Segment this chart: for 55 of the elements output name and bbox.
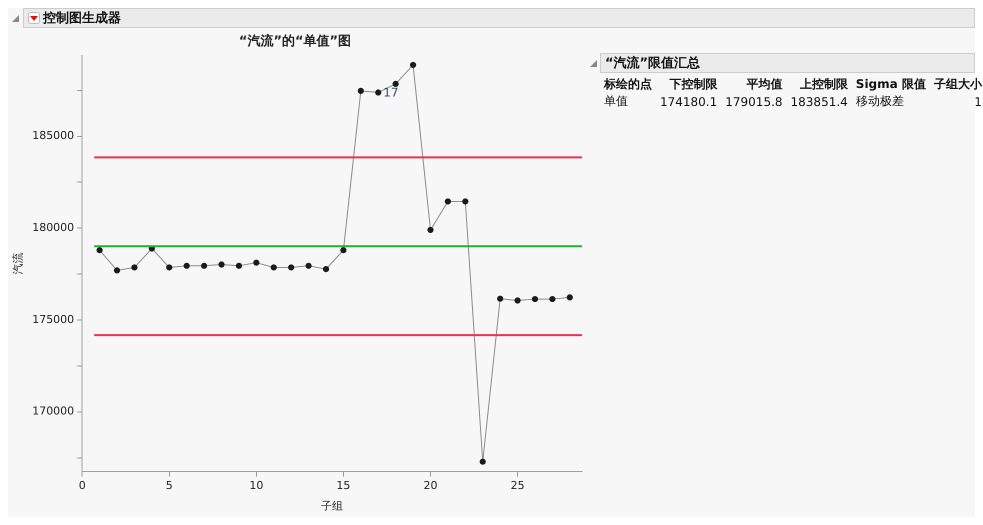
point <box>392 80 399 87</box>
point <box>427 226 434 234</box>
point <box>410 62 416 68</box>
point <box>131 264 138 271</box>
x-tick-label: 25 <box>510 479 525 492</box>
point <box>166 264 172 271</box>
y-tick-label: 180000 <box>32 220 74 234</box>
text: 标绘的点 <box>602 76 653 93</box>
text: 上控制限 <box>798 76 849 93</box>
text: 单值 <box>603 93 629 110</box>
x-tick-label: 5 <box>166 479 173 492</box>
point <box>375 89 382 96</box>
point <box>480 458 486 465</box>
point <box>566 294 573 301</box>
point <box>236 262 242 269</box>
y-tick-label: 175000 <box>32 312 74 326</box>
chart-title: “汽流”的“单值”图 <box>238 33 352 50</box>
text: 子组大小 <box>932 76 983 93</box>
point <box>288 264 294 271</box>
text: 174180.1 <box>659 94 718 110</box>
point <box>340 247 347 254</box>
point <box>305 262 312 269</box>
point <box>444 198 452 205</box>
point <box>96 247 103 254</box>
text: 下控制限 <box>668 76 718 93</box>
y-tick-label: 170000 <box>32 404 74 418</box>
point <box>114 267 120 274</box>
point <box>184 262 190 269</box>
text: 控制图生成器 <box>43 10 121 27</box>
y-tick-label: 185000 <box>32 129 74 142</box>
point <box>549 296 556 302</box>
annotation: 17 <box>383 86 399 100</box>
point <box>358 88 364 94</box>
y-axis-title: 汽流 <box>11 252 24 275</box>
point <box>532 296 538 302</box>
text: 183851.4 <box>790 94 849 110</box>
point <box>322 266 330 272</box>
text: 179015.8 <box>724 94 784 110</box>
point <box>218 261 225 268</box>
point <box>497 296 504 302</box>
point <box>514 297 521 304</box>
text: 移动极差 <box>854 93 905 110</box>
x-tick-label: 20 <box>423 479 438 492</box>
text: “汽流”限值汇总 <box>605 56 700 71</box>
point <box>270 264 277 271</box>
text: Sigma 限值 <box>854 76 927 93</box>
x-axis-title: 子组 <box>321 499 344 512</box>
point <box>200 262 208 269</box>
point <box>462 198 468 205</box>
x-tick-label: 10 <box>249 479 264 492</box>
point <box>253 260 260 266</box>
text: 平均值 <box>746 76 784 93</box>
x-tick-label: 15 <box>336 479 350 492</box>
x-tick-label: 0 <box>78 479 86 492</box>
text: 1 <box>973 94 983 110</box>
